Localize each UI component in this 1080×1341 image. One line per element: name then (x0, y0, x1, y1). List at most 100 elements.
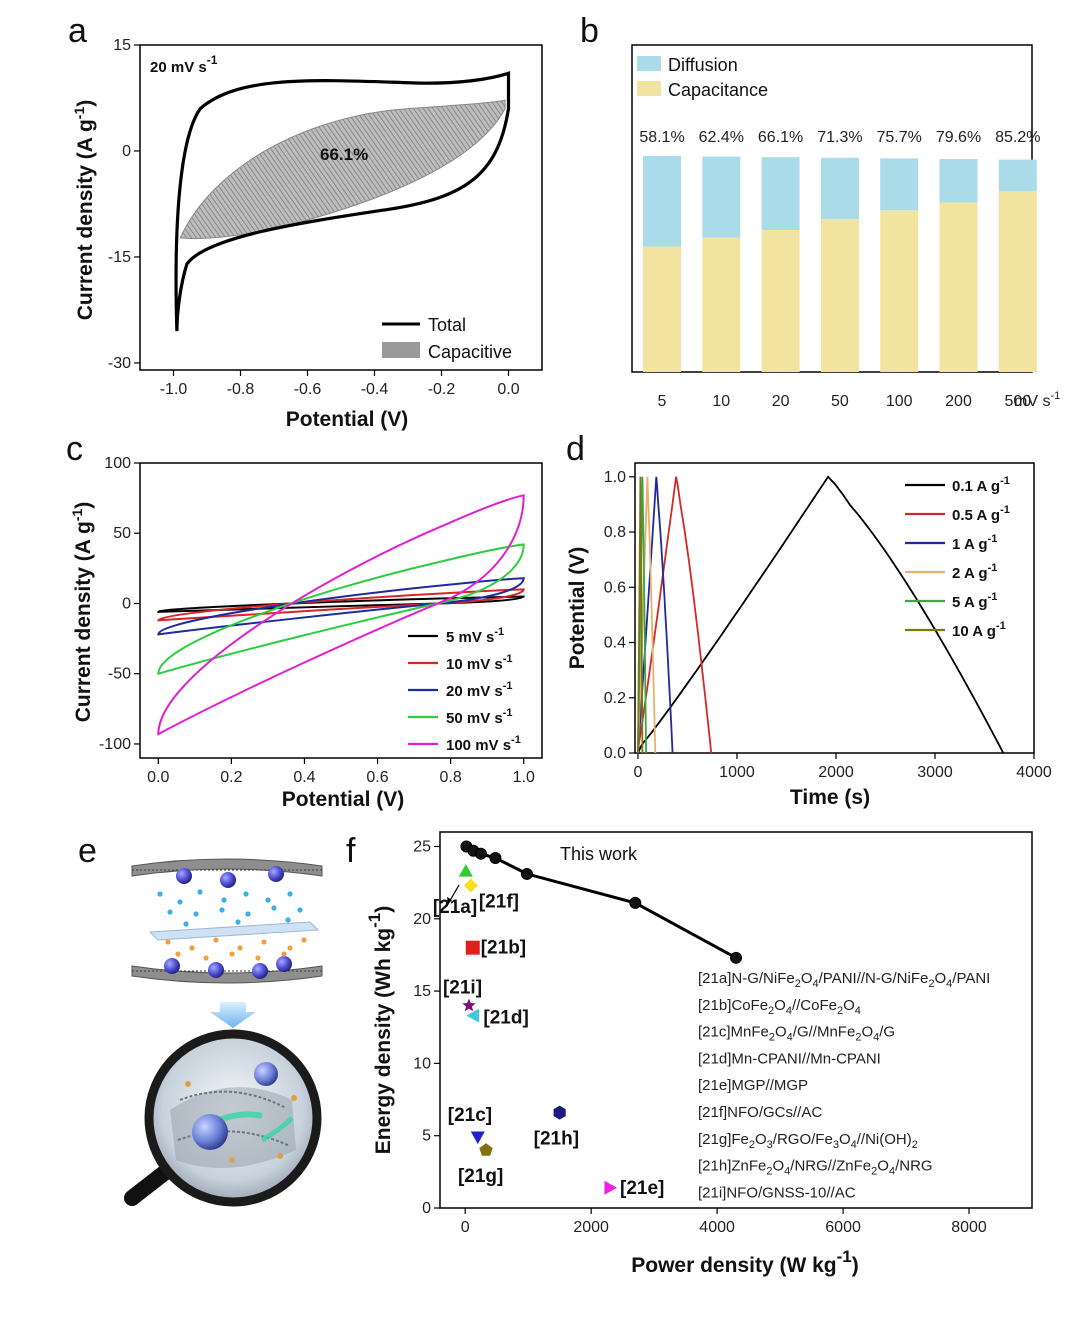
cation-sphere (276, 956, 292, 972)
panel-f-ref-label: [21f] (479, 892, 519, 913)
panel-f-ref-list-item: [21g]Fe2O3/RGO/Fe3O4//Ni(OH)2 (698, 1131, 918, 1151)
anion-dot (221, 897, 227, 903)
panel-f-ref-label: [21g] (458, 1166, 503, 1187)
panel-c-series-curve (157, 577, 525, 636)
panel-f-ref-list-item: [21i]NFO/GNSS-10//AC (698, 1184, 856, 1201)
panel-c-ytick-label: -100 (99, 736, 131, 753)
anion-dot (235, 919, 241, 925)
panel-b-percent-label: 62.4% (699, 129, 744, 146)
cation-sphere (220, 872, 236, 888)
panel-a-ytick-label: 15 (113, 37, 131, 54)
panel-c-legend-label: 5 mV s-1 (446, 626, 504, 646)
panel-d-gcd-chart: 0 1000 2000 3000 4000 0.0 0.2 0.4 0.6 0.8 1.0 0.1 … (566, 462, 1052, 809)
cation-dot (237, 945, 243, 951)
panel-c-ytick-label: -50 (108, 666, 131, 683)
panel-c-series-curve (157, 588, 525, 622)
cation-dot (203, 955, 209, 961)
panel-f-this-work-point (520, 867, 533, 880)
panel-a-total-curve (174, 71, 511, 332)
panel-f-xtick-label: 2000 (573, 1219, 609, 1236)
panel-f-ref-marker (470, 1131, 485, 1145)
panel-d-legend-label: 0.1 A g-1 (952, 475, 1010, 495)
cation-sphere (176, 868, 192, 884)
panel-a-frame (139, 44, 543, 371)
cation-dot (175, 951, 181, 957)
down-arrow-icon (210, 1002, 256, 1028)
panel-f-ytick-label: 15 (413, 983, 431, 1000)
panel-a-xtick-label: -0.8 (227, 381, 255, 398)
panel-b-bar-capacitance (998, 191, 1037, 372)
cation-dot (281, 951, 287, 957)
panel-a-xtick-label: -0.6 (294, 381, 322, 398)
panel-d-xtick-label: 0 (634, 764, 643, 781)
panel-c-xlabel: Potential (V) (282, 788, 405, 811)
panel-b-bar-diffusion (820, 157, 859, 220)
panel-f-this-work-point (474, 847, 487, 860)
panel-f-ragone-chart: 0 2000 4000 6000 8000 0 5 10 15 20 25 This work [2… (365, 831, 1033, 1277)
anion-dot (271, 905, 277, 911)
panel-b-category-label: 200 (945, 393, 972, 410)
panel-letter-e: e (78, 832, 97, 870)
panel-c-xtick-label: 1.0 (513, 769, 535, 786)
panel-f-ref-label: [21c] (448, 1105, 492, 1126)
anion-dot (183, 921, 189, 927)
panel-f-ref-list-item: [21b]CoFe2O4//CoFe2O4 (698, 997, 861, 1017)
panel-d-series-curve (637, 476, 713, 754)
cation-dot (165, 939, 171, 945)
panel-f-ytick-label: 0 (422, 1200, 431, 1217)
panel-a-ytick-label: -15 (108, 249, 131, 266)
panel-a-ylabel: Current density (A g-1) (71, 100, 97, 321)
panel-letter-a: a (68, 12, 87, 50)
cation-sphere (164, 958, 180, 974)
anion-dot (265, 897, 271, 903)
panel-letter-d: d (566, 430, 585, 468)
ref-21a-arrowhead (447, 897, 452, 904)
panel-f-ytick-label: 25 (413, 838, 431, 855)
panel-f-ytick-label: 20 (413, 911, 431, 928)
panel-a-scan-rate-label: 20 mV s-1 (150, 53, 218, 76)
panel-c-legend-label: 50 mV s-1 (446, 707, 513, 727)
panel-c-xtick-label: 0.2 (220, 769, 242, 786)
panel-letter-c: c (66, 430, 83, 468)
panel-b-bar-capacitance (643, 246, 681, 372)
panel-f-ref-marker (465, 940, 480, 955)
panel-a-legend-capacitive-swatch (382, 342, 420, 358)
panel-b-percent-label: 79.6% (936, 129, 981, 146)
panel-f-ref-list-item: [21d]Mn-CPANI//Mn-CPANI (698, 1050, 881, 1067)
panel-d-legend-label: 10 A g-1 (952, 620, 1006, 640)
panel-c-ytick-label: 100 (104, 455, 131, 472)
anion-dot (193, 911, 199, 917)
panel-f-ref-marker (479, 1143, 493, 1156)
cation-dot (287, 945, 293, 951)
panel-f-ref-marker (553, 1105, 566, 1120)
ion-dots (157, 889, 307, 961)
panel-f-ref-marker (462, 998, 476, 1012)
panel-d-frame (634, 462, 1035, 754)
panel-f-ylabel: Energy density (Wh kg-1) (365, 906, 395, 1155)
panel-b-bar-diffusion (880, 158, 919, 211)
panel-b-percent-label: 58.1% (639, 129, 684, 146)
panel-f-xtick-label: 0 (461, 1219, 470, 1236)
panel-b-legend-capacitance: Capacitance (668, 80, 768, 100)
panel-b-legend-diffusion-swatch (637, 56, 661, 71)
panel-b-bar-diffusion (702, 156, 741, 238)
anion-dot (219, 907, 225, 913)
panel-b-unit-label: mV s-1 (1014, 390, 1060, 410)
panel-d-ytick-label: 0.4 (604, 635, 626, 652)
panel-f-ref-marker (463, 878, 478, 893)
panel-b-bar-diffusion (939, 159, 978, 203)
panel-d-legend-label: 5 A g-1 (952, 591, 997, 611)
panel-f-this-work-label: This work (560, 844, 638, 864)
panel-f-ytick-label: 10 (413, 1055, 431, 1072)
panel-d-xlabel: Time (s) (790, 786, 870, 809)
panel-a-xlabel: Potential (V) (286, 408, 409, 431)
anion-dot (297, 907, 303, 913)
panel-b-category-label: 50 (831, 393, 849, 410)
panel-f-ref-marker (466, 1008, 479, 1023)
panel-d-series-curve (637, 475, 1005, 754)
panel-d-xtick-label: 4000 (1016, 764, 1052, 781)
panel-b-bar-capacitance (702, 237, 741, 372)
graphene-layer-bottom (131, 965, 323, 984)
panel-b-bar-diffusion (998, 159, 1037, 192)
